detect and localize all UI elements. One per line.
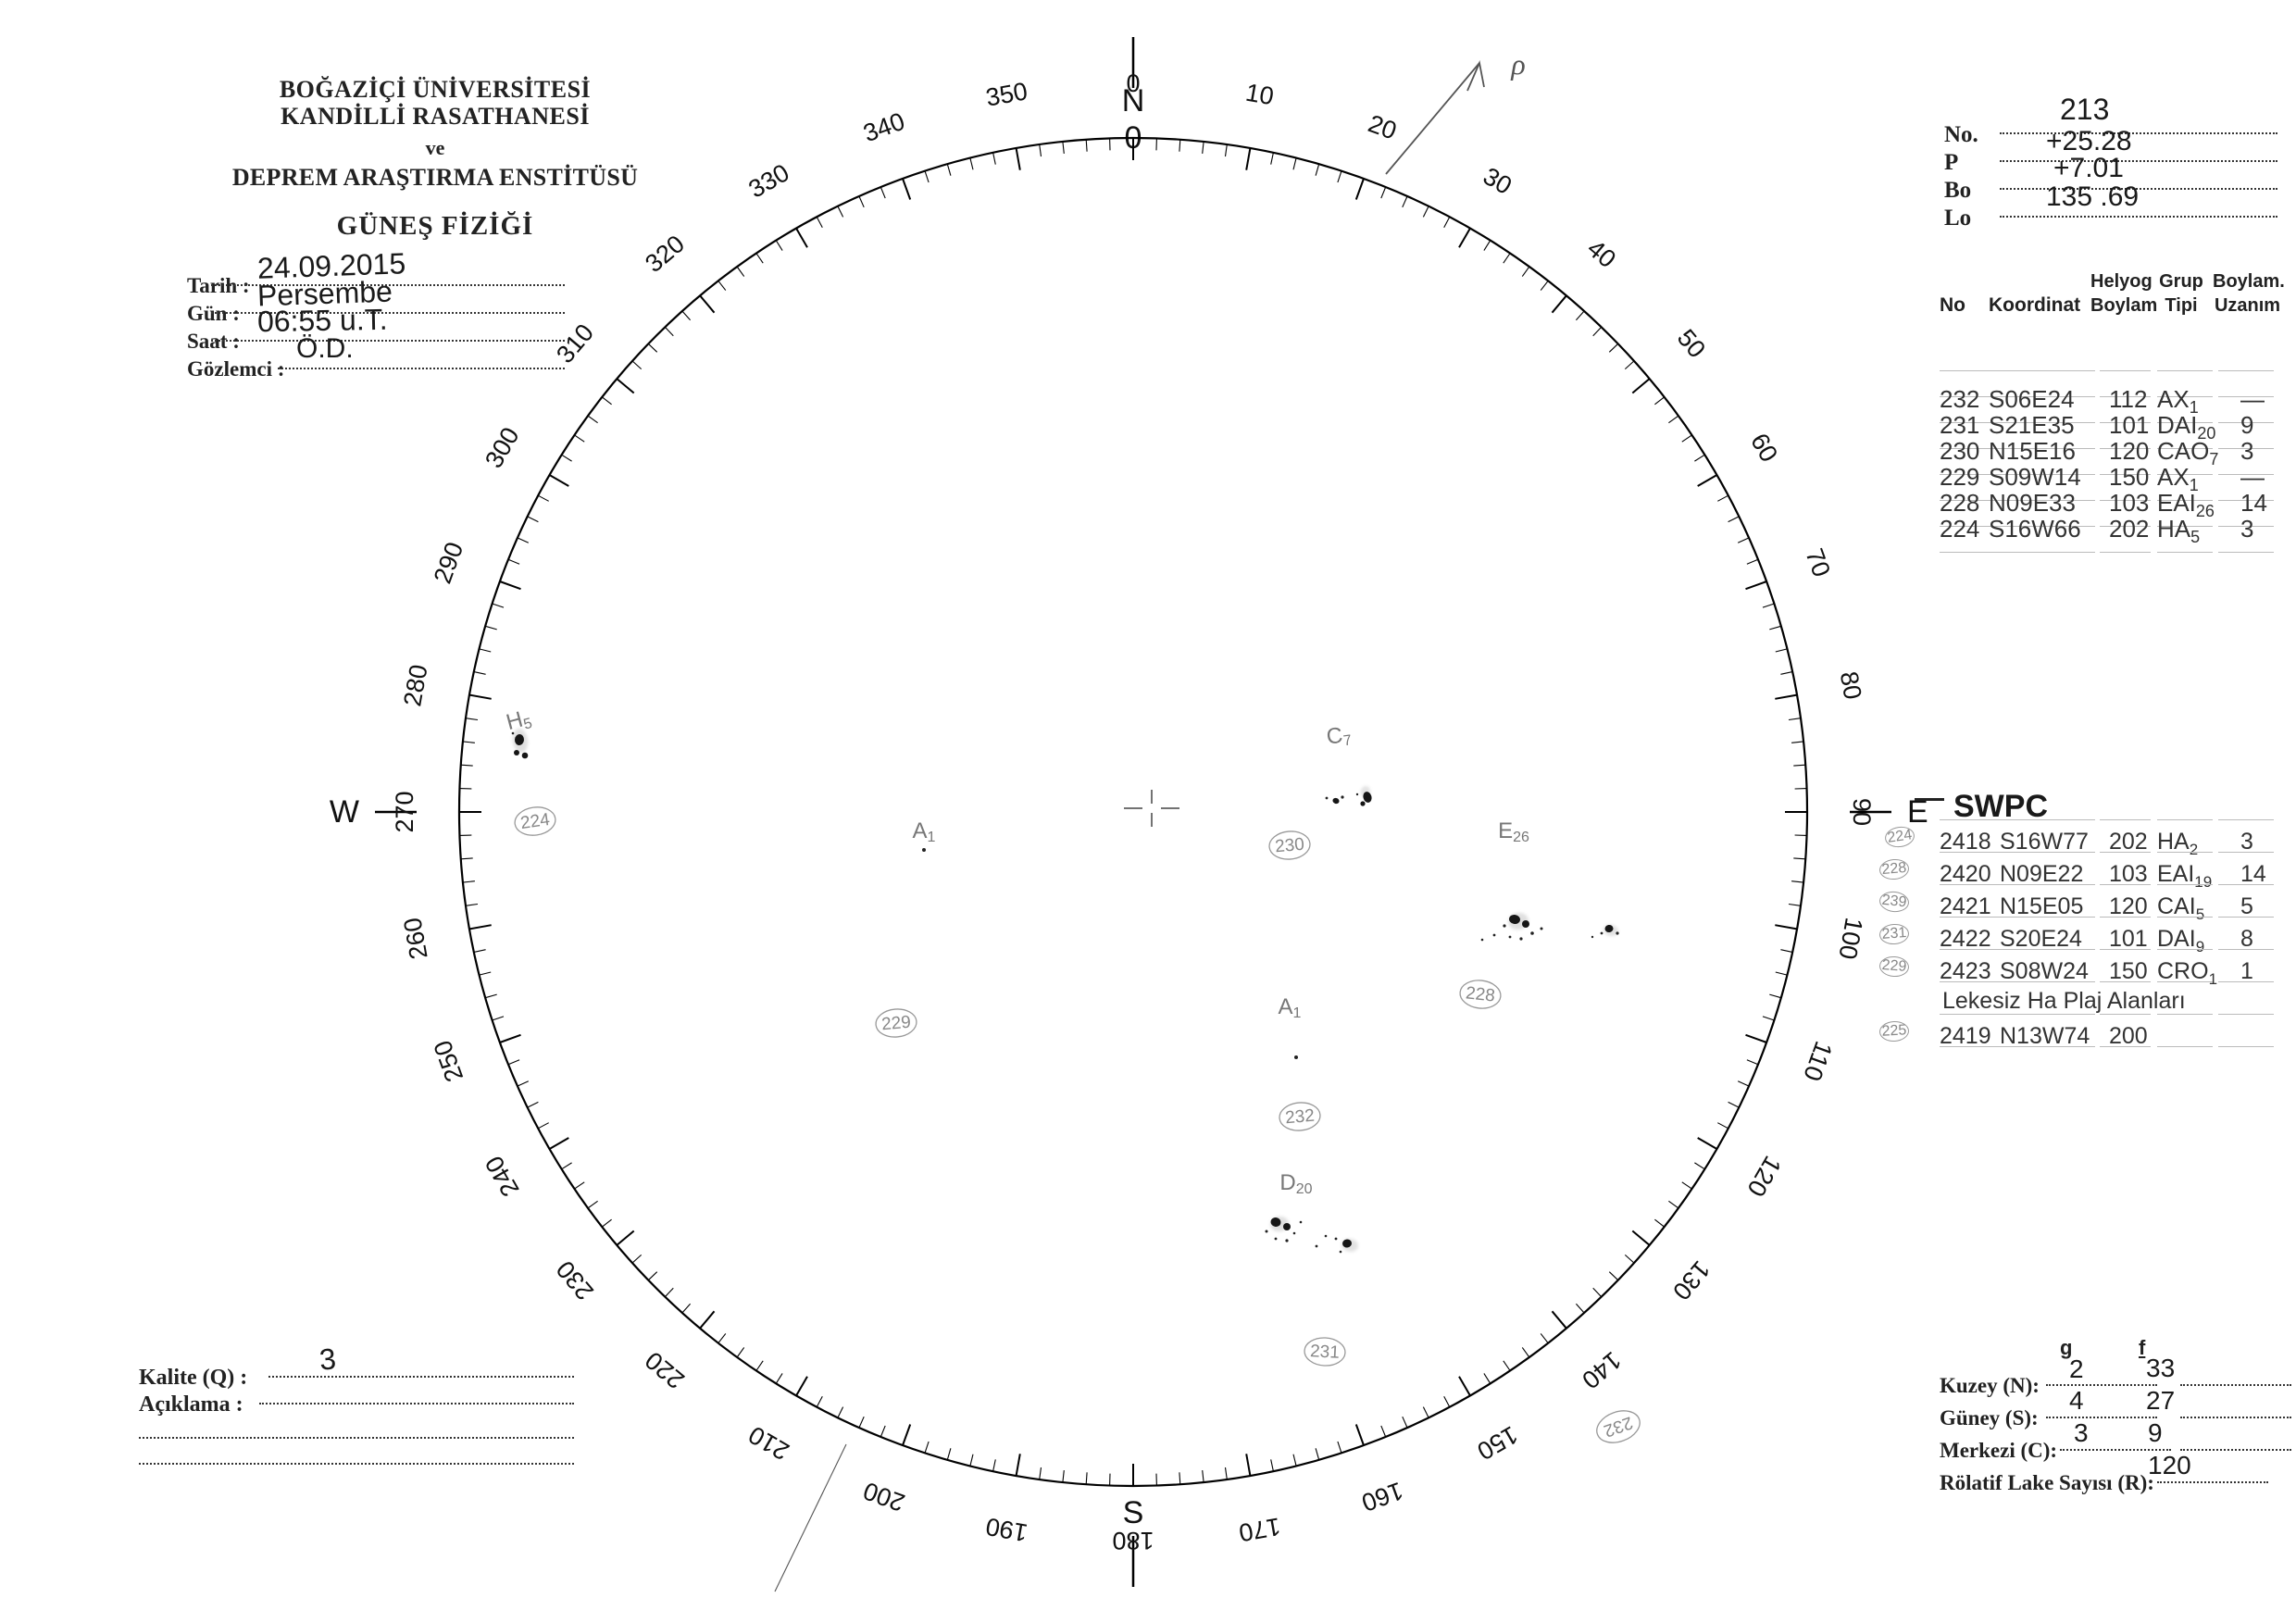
svg-text:270: 270: [391, 791, 418, 832]
svg-text:240: 240: [480, 1151, 525, 1201]
svg-text:90: 90: [1848, 798, 1876, 826]
svg-text:110: 110: [1798, 1038, 1838, 1085]
svg-text:10: 10: [1243, 79, 1276, 111]
svg-text:224: 224: [519, 810, 552, 833]
svg-text:E26: E26: [1498, 818, 1529, 845]
svg-text:140: 140: [1577, 1346, 1627, 1394]
svg-text:340: 340: [860, 107, 909, 148]
svg-text:C7: C7: [1325, 721, 1353, 751]
svg-text:0: 0: [1126, 69, 1140, 97]
svg-text:231: 231: [1310, 1342, 1341, 1363]
svg-text:300: 300: [480, 422, 525, 472]
svg-text:ρ: ρ: [1510, 47, 1525, 81]
svg-text:A1: A1: [913, 818, 936, 845]
svg-text:170: 170: [1237, 1512, 1283, 1546]
svg-text:230: 230: [551, 1255, 599, 1305]
svg-text:S: S: [1123, 1495, 1144, 1530]
svg-text:50: 50: [1672, 324, 1711, 363]
svg-text:160: 160: [1358, 1477, 1407, 1517]
svg-text:228: 228: [1465, 983, 1496, 1005]
svg-text:D20: D20: [1279, 1170, 1312, 1197]
svg-text:130: 130: [1667, 1255, 1716, 1305]
svg-text:210: 210: [743, 1420, 793, 1466]
svg-text:290: 290: [429, 539, 469, 588]
svg-text:260: 260: [398, 916, 432, 962]
svg-text:150: 150: [1472, 1420, 1522, 1466]
svg-text:190: 190: [984, 1512, 1030, 1546]
svg-text:100: 100: [1833, 916, 1867, 962]
svg-text:250: 250: [429, 1037, 469, 1086]
svg-text:H5: H5: [504, 705, 534, 737]
svg-text:180: 180: [1112, 1527, 1154, 1554]
svg-text:350: 350: [984, 77, 1030, 111]
svg-text:310: 310: [551, 318, 599, 368]
svg-text:220: 220: [640, 1346, 690, 1394]
svg-text:30: 30: [1479, 162, 1516, 200]
svg-text:200: 200: [860, 1477, 909, 1517]
svg-text:229: 229: [880, 1013, 911, 1035]
svg-text:120: 120: [1741, 1151, 1787, 1201]
svg-text:W: W: [330, 794, 359, 830]
svg-text:230: 230: [1274, 835, 1304, 857]
svg-text:70: 70: [1800, 545, 1835, 581]
svg-text:A1: A1: [1279, 994, 1302, 1021]
svg-text:330: 330: [743, 158, 793, 204]
svg-text:280: 280: [398, 663, 432, 709]
svg-text:80: 80: [1835, 669, 1867, 702]
svg-text:232: 232: [1284, 1106, 1315, 1129]
svg-text:20: 20: [1365, 109, 1400, 144]
svg-text:40: 40: [1582, 234, 1621, 273]
svg-text:60: 60: [1745, 429, 1783, 467]
